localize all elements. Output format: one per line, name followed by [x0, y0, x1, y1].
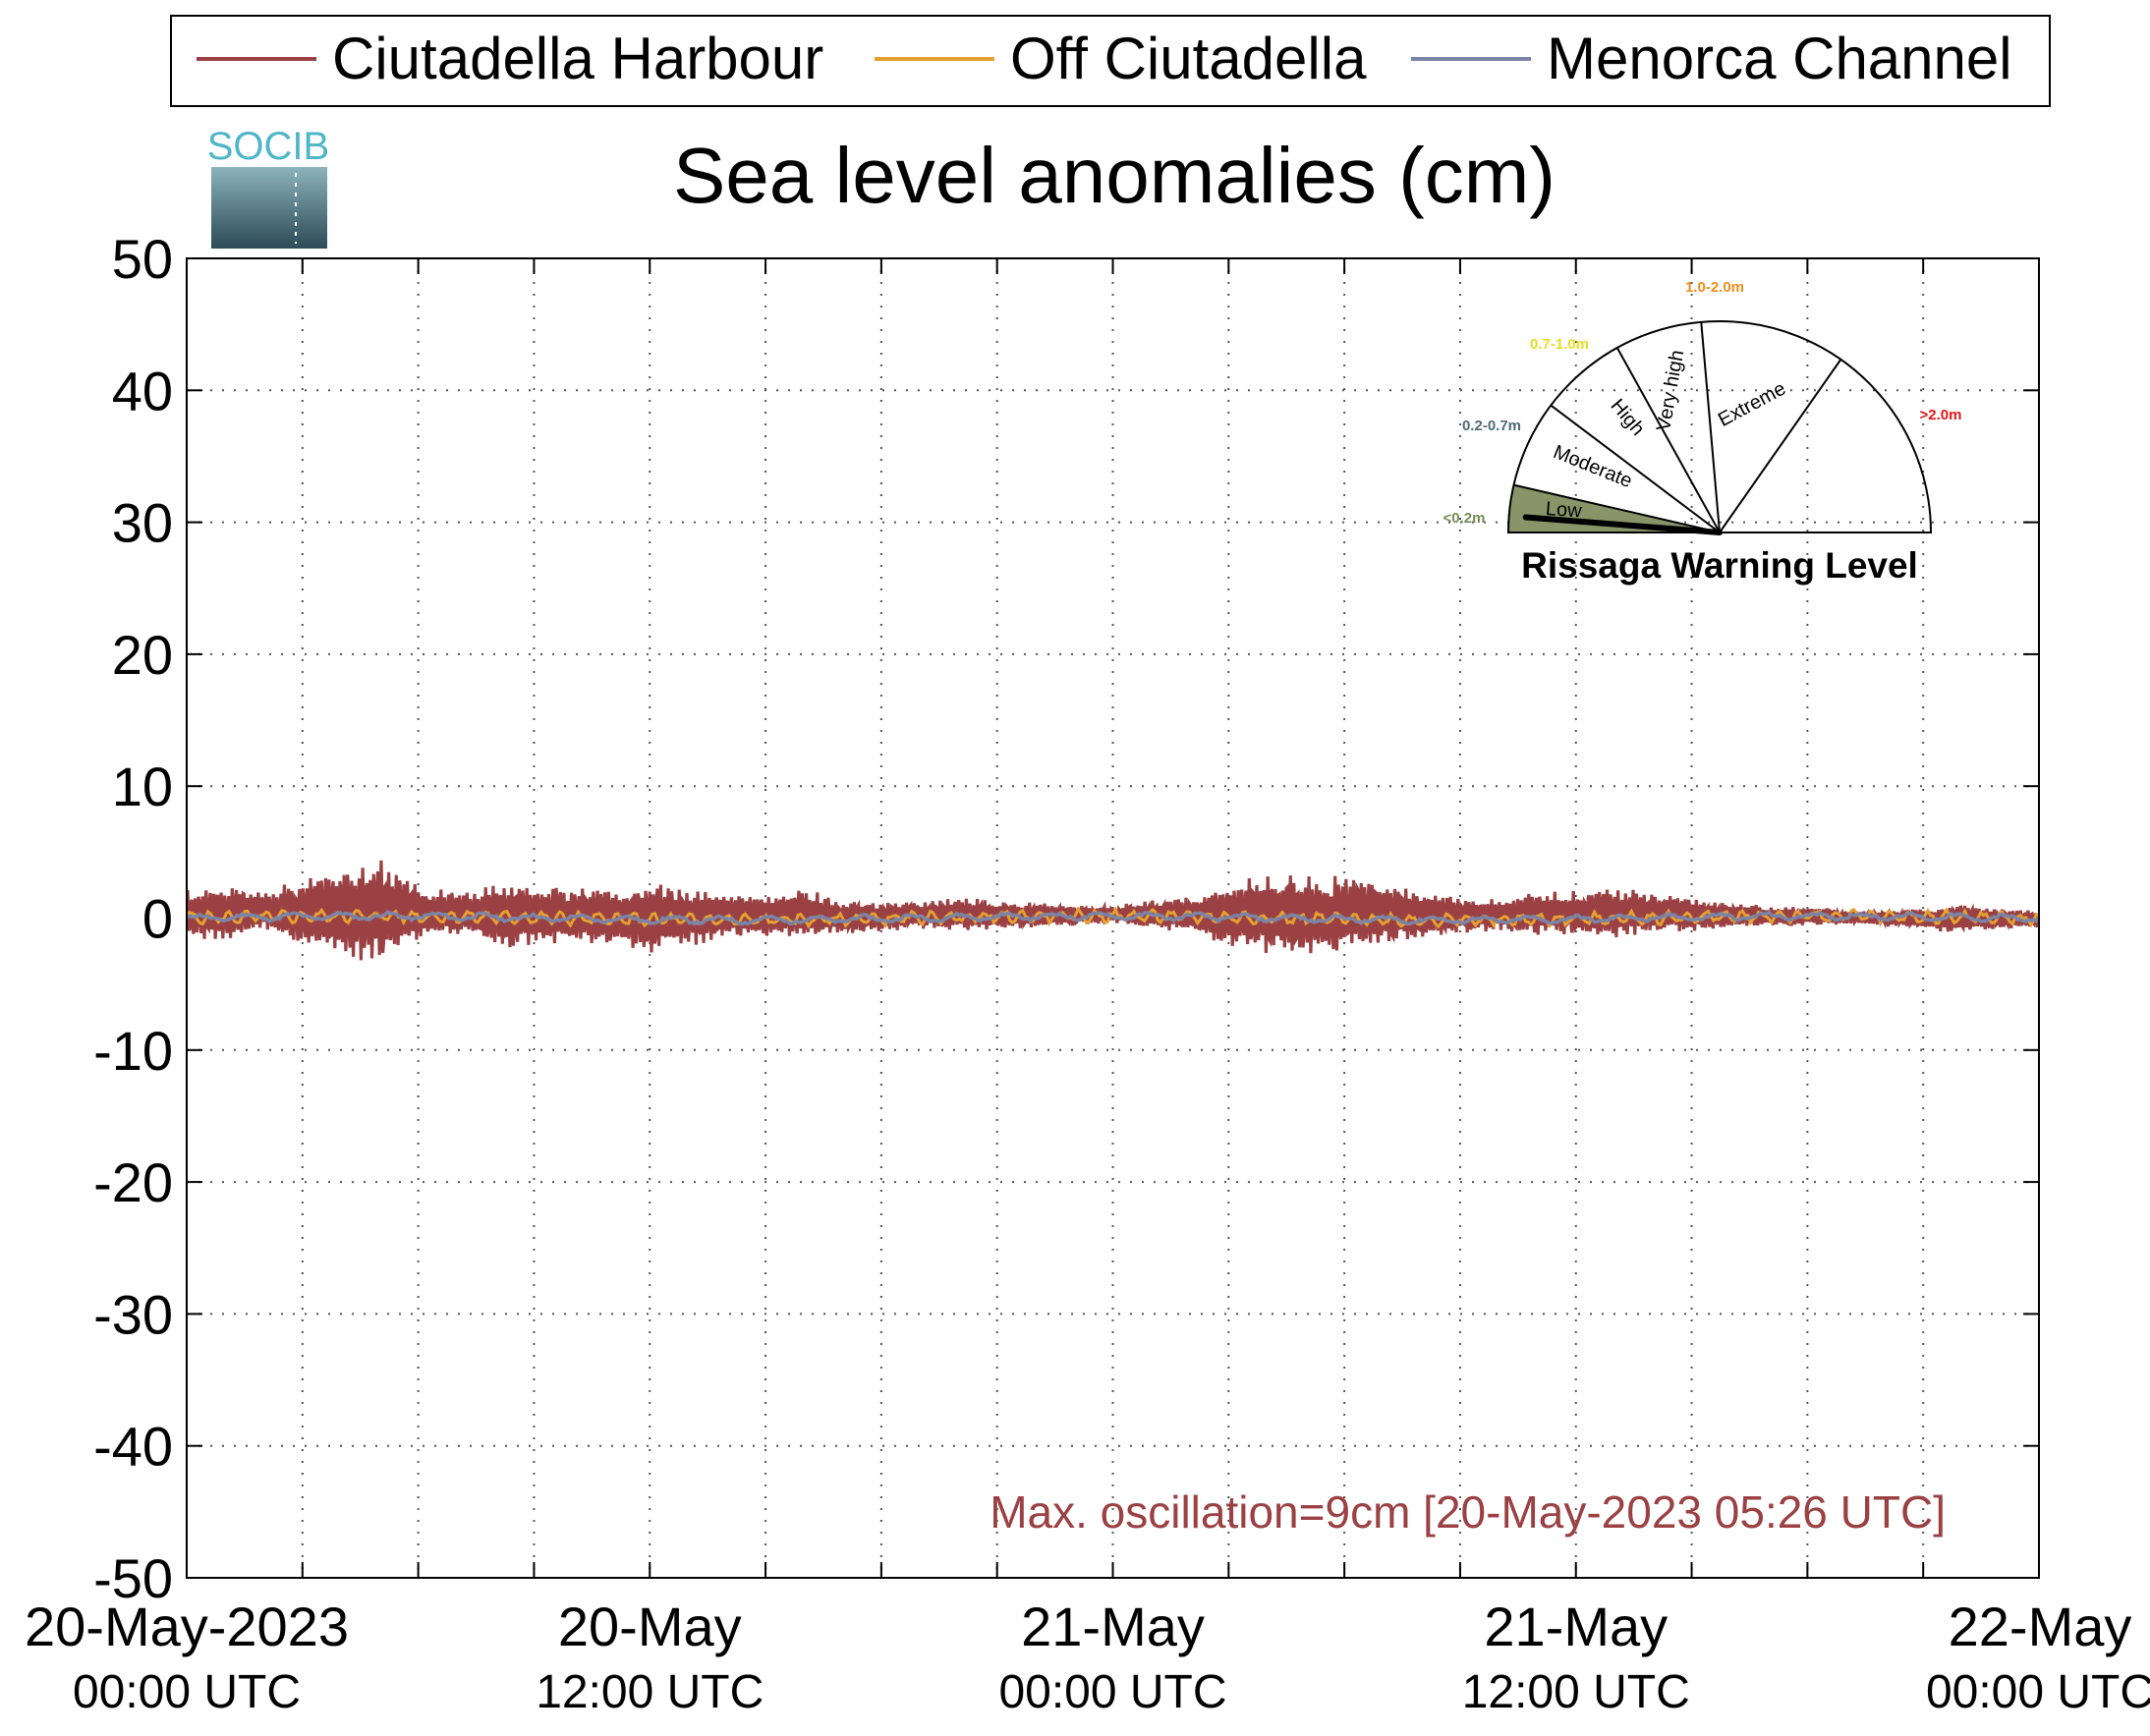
gauge-range-label: 0.7-1.0m: [1530, 336, 1589, 353]
x-tick-label-time: 12:00 UTC: [536, 1666, 764, 1718]
y-tick-label: -10: [93, 1020, 173, 1082]
gauge-range-label: 0.2-0.7m: [1462, 418, 1521, 434]
y-tick-label: 50: [112, 228, 173, 290]
x-tick-label-time: 00:00 UTC: [1926, 1666, 2150, 1718]
y-tick-label: 40: [112, 360, 173, 421]
x-tick-label-time: 12:00 UTC: [1462, 1666, 1690, 1718]
gauge-range-label: 1.0-2.0m: [1685, 279, 1744, 296]
socib-logo-text: SOCIB: [207, 125, 329, 168]
gauge-range-label: <0.2m: [1443, 510, 1486, 527]
x-tick-label-date: 22-May: [1949, 1596, 2132, 1657]
gauge-outline: [1506, 320, 1933, 533]
y-tick-label: 30: [112, 492, 173, 554]
x-tick-label-date: 20-May-2023: [25, 1596, 349, 1657]
legend-label-menorca-channel: Menorca Channel: [1547, 26, 2012, 91]
y-tick-label: -40: [93, 1416, 173, 1478]
legend-label-ciutadella-harbour: Ciutadella Harbour: [332, 26, 823, 91]
x-tick-label-date: 21-May: [1484, 1596, 1668, 1657]
y-tick-label: -20: [93, 1151, 173, 1213]
gauge-needle: [1522, 514, 1723, 535]
gauge-sector-divider: [1700, 321, 1721, 533]
x-tick-label-time: 00:00 UTC: [998, 1666, 1226, 1718]
x-tick-marks: [186, 258, 2040, 1578]
y-tick-label: 10: [112, 756, 173, 817]
y-tick-label: 20: [112, 624, 173, 686]
x-tick-label-date: 21-May: [1021, 1596, 1205, 1657]
gauge-title: Rissaga Warning Level: [1521, 545, 1918, 586]
legend: Ciutadella Harbour Off Ciutadella Menorc…: [170, 15, 2051, 107]
y-tick-label: -50: [93, 1547, 173, 1609]
gauge-sector-divider: [1550, 404, 1721, 533]
max-oscillation-annotation: Max. oscillation=9cm [20-May-2023 05:26 …: [990, 1486, 1946, 1538]
gauge-sector-divider: [1719, 359, 1842, 533]
y-tick-label: 0: [142, 888, 173, 950]
series-line-menorca-channel: [187, 910, 2039, 926]
socib-logo: SOCIB: [207, 125, 329, 249]
x-tick-label-date: 20-May: [558, 1596, 742, 1657]
gauge-sector-divider: [1513, 483, 1721, 533]
x-tick-label-time: 00:00 UTC: [73, 1666, 301, 1718]
y-tick-labels: 50 40 30 20 10 0 -10 -20 -30 -40 -50: [93, 228, 173, 1609]
chart-title: Sea level anomalies (cm): [673, 132, 1556, 219]
gauge-sector-divider: [1615, 347, 1721, 533]
legend-label-off-ciutadella: Off Ciutadella: [1010, 26, 1367, 91]
x-tick-labels: 20-May-2023 00:00 UTC 20-May 12:00 UTC 21-Ma…: [25, 1596, 2150, 1718]
gauge-range-label: >2.0m: [1920, 407, 1962, 423]
y-tick-label: -30: [93, 1283, 173, 1345]
